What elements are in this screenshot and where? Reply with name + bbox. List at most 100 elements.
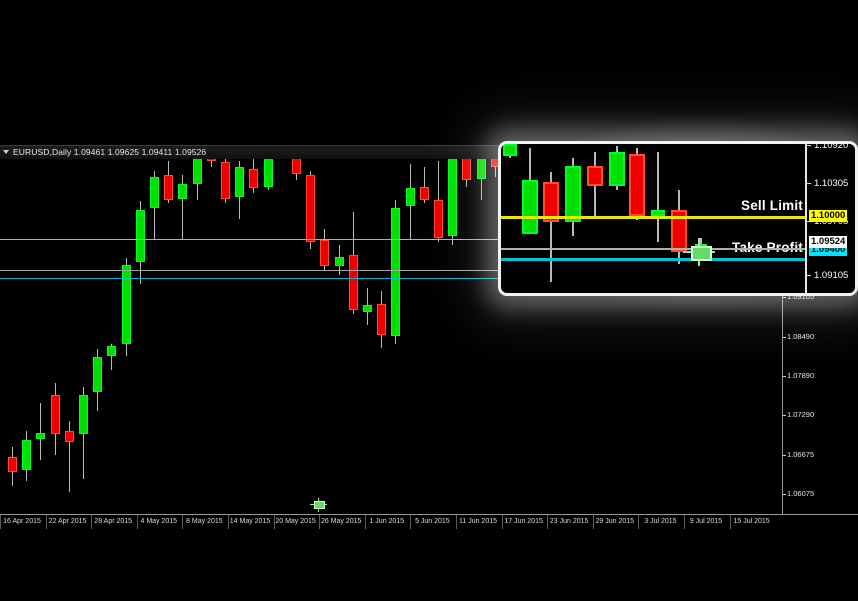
candle-body <box>391 207 401 337</box>
time-tick-separator <box>45 515 47 529</box>
candle-body <box>348 255 358 311</box>
time-tick-label: 9 Jul 2015 <box>689 518 723 525</box>
time-tick-label: 5 Jun 2015 <box>415 518 450 525</box>
time-tick-separator <box>456 515 457 529</box>
candle-body <box>8 456 17 472</box>
inset-candlestick <box>587 152 603 218</box>
time-tick-separator <box>364 515 366 529</box>
time-tick-label: 8 May 2015 <box>186 518 223 525</box>
candlestick <box>377 290 387 349</box>
candle-body <box>93 357 103 392</box>
time-axis[interactable]: 16 Apr 2015 22 Apr 2015 28 Apr 2015 4 May 2… <box>0 514 858 529</box>
candle-wick <box>40 402 42 460</box>
inset-price-tick-mark <box>807 183 811 184</box>
inset-candlestick <box>522 148 538 234</box>
time-tick-separator <box>136 515 138 529</box>
candle-wick <box>480 159 482 200</box>
candlestick <box>50 383 60 455</box>
candlestick <box>263 159 273 191</box>
price-tick-label: 1.07290 <box>787 410 815 420</box>
time-tick-label: 29 Jun 2015 <box>595 518 635 525</box>
candle-body <box>206 159 216 161</box>
candle-body <box>135 209 145 262</box>
inset-candle-body <box>503 144 517 156</box>
take-profit-line[interactable] <box>0 277 782 279</box>
candlestick <box>164 160 174 204</box>
price-tick-label: 1.09105 <box>787 292 815 302</box>
candle-body <box>363 305 372 312</box>
time-tick-separator <box>547 515 549 529</box>
magnified-inset-panel: Sell Limit Take Profit 1.10920 1.10305 1.09… <box>498 141 858 296</box>
price-tick-mark <box>783 337 786 339</box>
price-tick-mark <box>783 415 786 417</box>
candle-body <box>334 257 344 267</box>
price-tick-mark <box>783 455 786 457</box>
candle-body <box>476 159 486 180</box>
time-tick-label: 26 May 2015 <box>320 518 362 525</box>
candle-body <box>36 432 46 440</box>
time-tick-separator <box>684 515 685 529</box>
inset-candlestick <box>503 144 517 158</box>
time-tick-label: 16 Apr 2015 <box>3 518 41 525</box>
candle-wick <box>68 420 70 493</box>
candle-body <box>121 264 131 345</box>
inset-sell-limit-line <box>501 216 805 219</box>
current-price-line[interactable] <box>0 269 782 271</box>
candle-wick <box>494 159 496 178</box>
inset-candle-body <box>543 182 559 222</box>
candlestick <box>391 199 401 345</box>
time-tick-separator <box>228 515 229 529</box>
candle-body <box>462 159 472 181</box>
crosshair-marker[interactable] <box>310 498 327 512</box>
candle-body <box>249 168 259 189</box>
candlestick <box>292 159 301 181</box>
inset-candle-body <box>609 152 625 186</box>
time-tick-separator <box>501 515 503 529</box>
price-tick-label: 1.06075 <box>787 489 815 499</box>
time-tick-label: 3 Jul 2015 <box>644 518 677 525</box>
candle-body <box>434 199 443 238</box>
time-tick-label: 14 May 2015 <box>229 518 271 525</box>
candle-body <box>50 394 60 434</box>
candlestick <box>206 159 216 168</box>
candlestick <box>150 170 159 241</box>
candle-wick <box>182 175 184 239</box>
inset-current-price-label: 1.09524 <box>809 236 848 248</box>
inset-price-tick-label: 1.10305 <box>814 178 849 189</box>
candle-wick <box>423 167 425 204</box>
price-tick-mark <box>783 376 786 378</box>
time-tick-separator <box>729 515 731 529</box>
triangle-down-icon[interactable] <box>3 150 9 154</box>
inset-candle-body <box>522 180 538 234</box>
candle-body <box>164 175 174 200</box>
candle-body <box>419 186 429 200</box>
inset-candle-body <box>565 166 581 222</box>
candlestick <box>121 258 131 356</box>
candlestick <box>8 446 17 486</box>
time-tick-label: 17 Jun 2015 <box>504 518 543 525</box>
crosshair-center <box>314 501 325 509</box>
candle-body <box>64 430 74 442</box>
candlestick <box>107 344 117 371</box>
inset-sell-limit-label: Sell Limit <box>740 198 803 213</box>
candlestick <box>348 211 358 314</box>
inset-candlestick <box>609 146 625 190</box>
inset-candle-body <box>651 210 665 216</box>
candlestick <box>192 159 202 200</box>
candle-body <box>405 188 415 207</box>
inset-price-tick-mark <box>807 275 811 276</box>
candle-body <box>263 159 273 187</box>
inset-sell-limit-price-label: 1.10000 <box>809 210 848 222</box>
time-tick-label: 20 May 2015 <box>275 518 316 525</box>
candlestick <box>64 420 74 493</box>
inset-candle-body <box>587 166 603 186</box>
time-tick-separator <box>410 515 412 529</box>
sell-limit-line[interactable] <box>0 238 782 240</box>
time-tick-label: 4 May 2015 <box>140 518 178 525</box>
candlestick <box>22 430 32 481</box>
time-tick-separator <box>91 515 93 529</box>
candlestick <box>93 349 103 412</box>
inset-candlestick <box>543 172 559 282</box>
candlestick <box>36 402 46 460</box>
inset-candlestick <box>565 158 581 236</box>
